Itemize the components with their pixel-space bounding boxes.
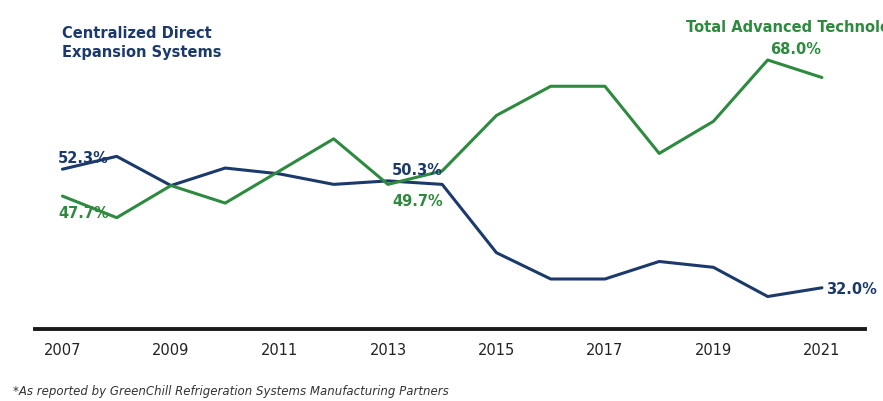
Text: Total Advanced Technologies: Total Advanced Technologies — [686, 20, 883, 35]
Text: 32.0%: 32.0% — [826, 282, 877, 297]
Text: Centralized Direct
Expansion Systems: Centralized Direct Expansion Systems — [63, 26, 222, 59]
Text: *As reported by GreenChill Refrigeration Systems Manufacturing Partners: *As reported by GreenChill Refrigeration… — [13, 384, 449, 397]
Text: 47.7%: 47.7% — [58, 205, 109, 220]
Text: 49.7%: 49.7% — [392, 194, 443, 209]
Text: 68.0%: 68.0% — [771, 42, 821, 57]
Text: 52.3%: 52.3% — [58, 151, 109, 166]
Text: 50.3%: 50.3% — [392, 162, 443, 178]
